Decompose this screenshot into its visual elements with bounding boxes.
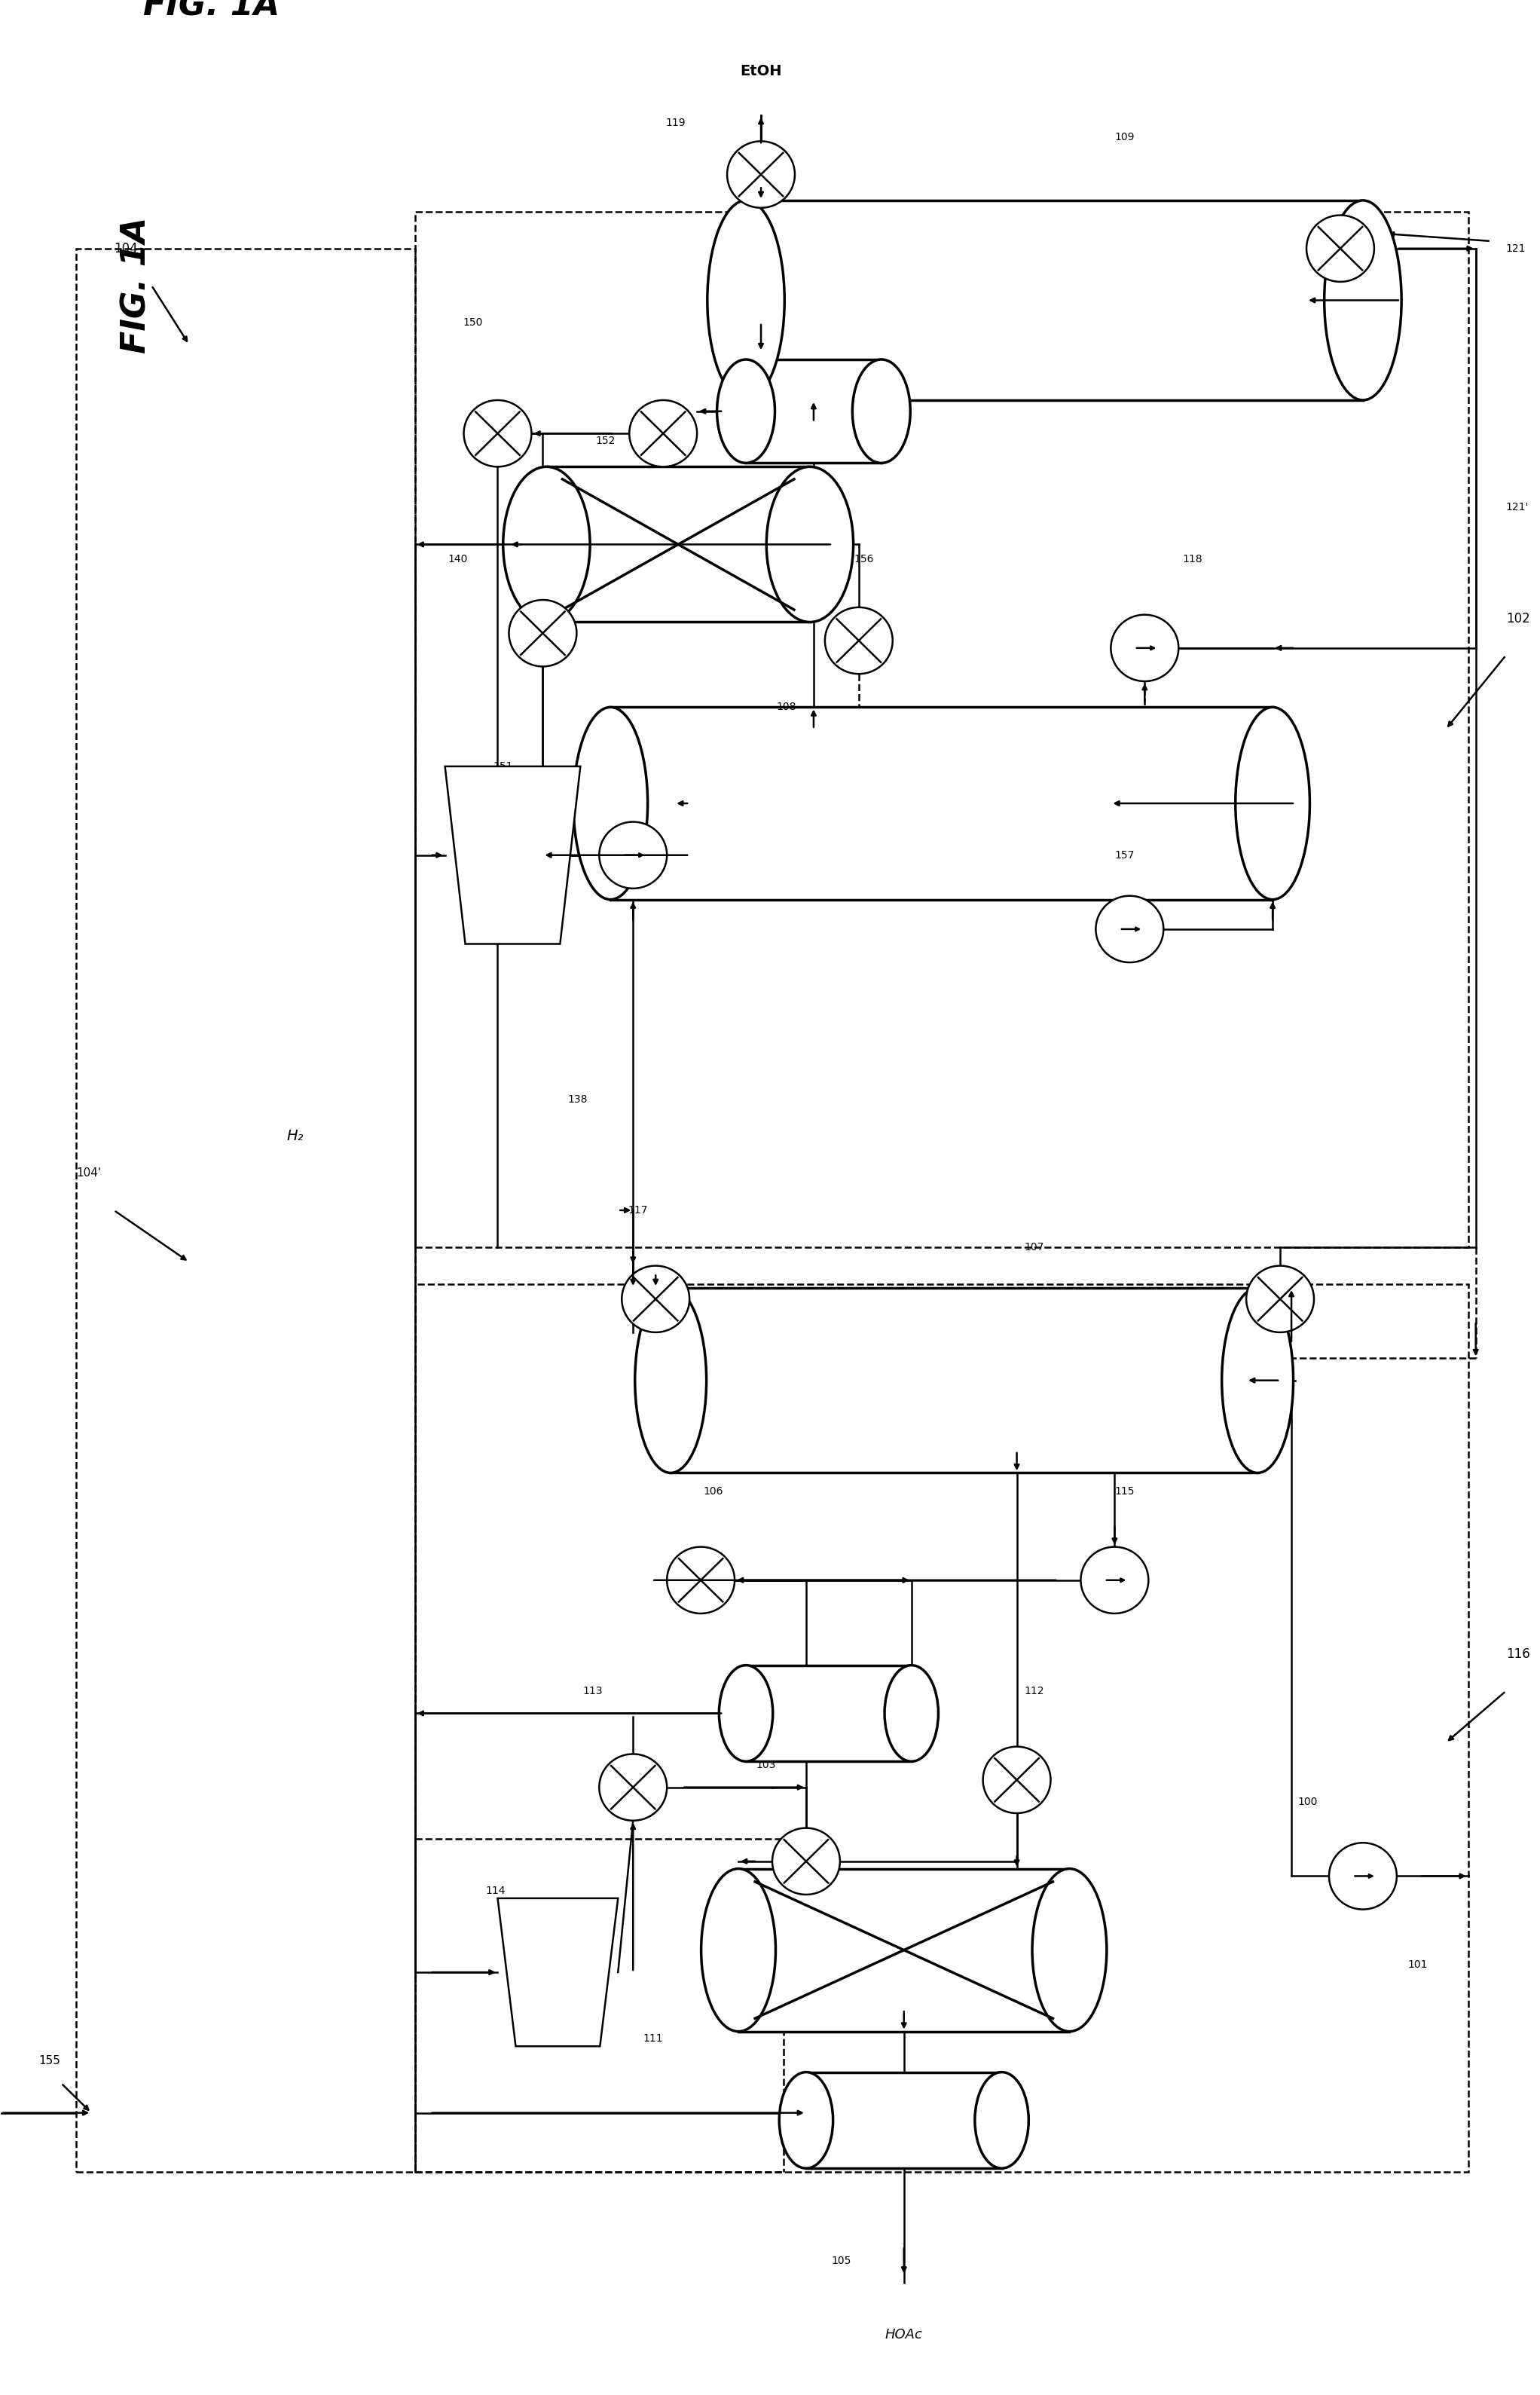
Ellipse shape xyxy=(634,1289,707,1473)
Circle shape xyxy=(1246,1265,1314,1332)
Ellipse shape xyxy=(767,467,853,623)
Text: 110: 110 xyxy=(809,1856,829,1866)
Text: 101: 101 xyxy=(1408,1959,1428,1971)
Bar xyxy=(610,707,1272,901)
Ellipse shape xyxy=(701,1868,776,2031)
Text: 152: 152 xyxy=(596,436,616,445)
Ellipse shape xyxy=(718,359,775,462)
Text: 121': 121' xyxy=(1506,503,1529,513)
Circle shape xyxy=(508,599,576,666)
Text: 121: 121 xyxy=(1506,244,1526,254)
Bar xyxy=(671,1289,1258,1473)
Bar xyxy=(77,249,414,2172)
Circle shape xyxy=(772,1827,839,1894)
Ellipse shape xyxy=(707,201,784,400)
Text: 105: 105 xyxy=(832,2256,852,2266)
Bar xyxy=(414,211,1468,1248)
Text: 150: 150 xyxy=(462,316,482,328)
Text: 120: 120 xyxy=(613,762,633,771)
Circle shape xyxy=(1096,896,1164,963)
Circle shape xyxy=(1306,216,1374,283)
Text: 102: 102 xyxy=(1506,611,1529,625)
Ellipse shape xyxy=(884,1665,938,1760)
Text: FIG. 1A: FIG. 1A xyxy=(120,218,152,354)
Text: 155: 155 xyxy=(38,2055,60,2067)
Text: H₂: H₂ xyxy=(286,1128,303,1142)
Circle shape xyxy=(667,1547,735,1614)
Ellipse shape xyxy=(573,707,648,901)
Bar xyxy=(745,1665,912,1760)
Polygon shape xyxy=(445,766,581,944)
Bar xyxy=(745,359,881,462)
Text: 119: 119 xyxy=(665,117,685,127)
Text: 104: 104 xyxy=(114,242,137,256)
Circle shape xyxy=(1110,616,1178,680)
Circle shape xyxy=(727,141,795,208)
Text: 103: 103 xyxy=(756,1760,776,1770)
Text: 117: 117 xyxy=(628,1205,648,1217)
Ellipse shape xyxy=(1235,707,1311,901)
Ellipse shape xyxy=(1221,1289,1294,1473)
Text: 156: 156 xyxy=(853,553,873,565)
Bar xyxy=(547,467,810,623)
Text: 107: 107 xyxy=(1024,1243,1044,1253)
Circle shape xyxy=(464,400,531,467)
Circle shape xyxy=(622,1265,690,1332)
Ellipse shape xyxy=(719,1665,773,1760)
Text: 118: 118 xyxy=(1183,553,1203,565)
Text: 153: 153 xyxy=(716,316,736,328)
Text: EtOH: EtOH xyxy=(741,65,782,79)
Circle shape xyxy=(983,1746,1050,1813)
Text: 112: 112 xyxy=(1024,1686,1044,1696)
Circle shape xyxy=(1081,1547,1149,1614)
Text: 111: 111 xyxy=(644,2033,664,2043)
Text: 115: 115 xyxy=(1115,1487,1135,1497)
Ellipse shape xyxy=(1032,1868,1107,2031)
Ellipse shape xyxy=(852,359,910,462)
Text: 140: 140 xyxy=(448,553,468,565)
Text: 116: 116 xyxy=(1506,1648,1529,1660)
Ellipse shape xyxy=(1324,201,1401,400)
Text: 157: 157 xyxy=(1115,850,1135,860)
Text: 114: 114 xyxy=(485,1885,505,1897)
Ellipse shape xyxy=(975,2072,1029,2167)
Bar xyxy=(745,201,1363,400)
Circle shape xyxy=(599,1753,667,1820)
Circle shape xyxy=(825,608,893,673)
Text: 100: 100 xyxy=(1298,1796,1318,1808)
Circle shape xyxy=(599,821,667,889)
Circle shape xyxy=(1329,1842,1397,1909)
Text: 106: 106 xyxy=(704,1487,724,1497)
Text: 113: 113 xyxy=(584,1686,604,1696)
Text: 109: 109 xyxy=(1115,132,1135,144)
Text: 151: 151 xyxy=(493,762,513,771)
Text: FIG. 1A: FIG. 1A xyxy=(143,0,280,22)
Text: HOAc: HOAc xyxy=(886,2328,922,2342)
Bar xyxy=(738,1868,1069,2031)
Bar xyxy=(805,2072,1001,2167)
Text: 138: 138 xyxy=(568,1095,588,1104)
Text: 108: 108 xyxy=(776,702,796,711)
Circle shape xyxy=(630,400,698,467)
Ellipse shape xyxy=(504,467,590,623)
Ellipse shape xyxy=(779,2072,833,2167)
Bar xyxy=(414,1284,1468,2172)
Polygon shape xyxy=(497,1899,618,2045)
Text: 104': 104' xyxy=(77,1169,102,1178)
